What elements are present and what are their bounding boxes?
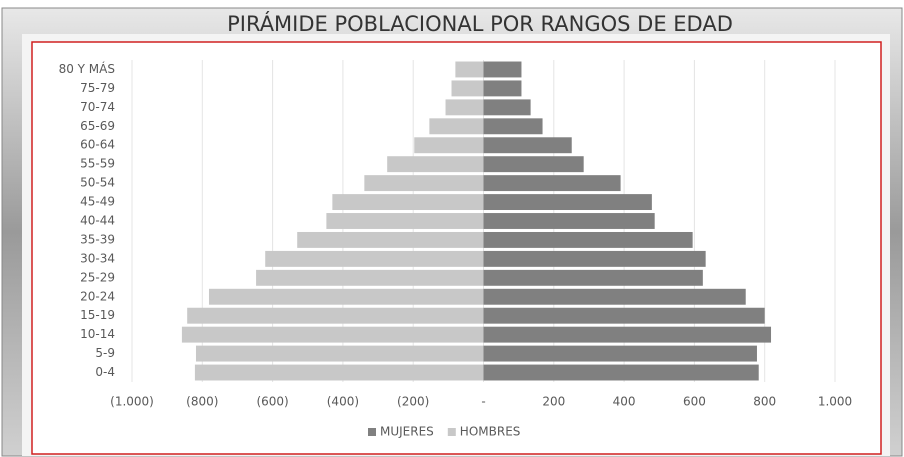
y-tick-label: 10-14 — [80, 327, 115, 341]
y-tick-label: 70-74 — [80, 100, 115, 114]
y-tick-label: 35-39 — [80, 232, 115, 246]
x-tick-label: 1.000 — [818, 395, 852, 409]
legend-label: HOMBRES — [460, 425, 521, 439]
y-tick-label: 75-79 — [80, 81, 115, 95]
bar — [483, 345, 757, 362]
y-tick-label: 80 Y MÁS — [59, 61, 115, 76]
y-tick-label: 40-44 — [80, 214, 115, 228]
x-tick-label: (600) — [256, 395, 288, 409]
bar — [483, 156, 584, 173]
bar — [429, 118, 484, 135]
bar — [297, 231, 484, 248]
x-tick-label: 200 — [542, 395, 565, 409]
y-tick-label: 50-54 — [80, 176, 115, 190]
bar — [332, 194, 484, 211]
bar — [194, 364, 484, 381]
bar — [455, 61, 484, 78]
y-tick-label: 65-69 — [80, 119, 115, 133]
y-tick-label: 25-29 — [80, 270, 115, 284]
y-tick-label: 20-24 — [80, 289, 115, 303]
bar — [483, 99, 531, 116]
legend-swatch — [368, 428, 376, 436]
bar — [483, 231, 693, 248]
bar — [483, 213, 655, 229]
chart-title: PIRÁMIDE POBLACIONAL POR RANGOS DE EDAD — [227, 11, 733, 36]
bar — [445, 99, 484, 116]
bar — [483, 194, 652, 211]
y-tick-label: 0-4 — [95, 365, 115, 379]
bar — [195, 345, 484, 362]
y-tick-label: 5-9 — [95, 346, 115, 360]
bar — [265, 250, 484, 267]
x-tick-label: - — [481, 395, 485, 409]
y-tick-label: 45-49 — [80, 195, 115, 209]
x-tick-label: 800 — [753, 395, 776, 409]
x-tick-label: (200) — [397, 395, 429, 409]
legend-swatch — [447, 428, 456, 436]
bar — [181, 326, 484, 343]
legend-label: MUJERES — [380, 425, 434, 439]
y-tick-label: 55-59 — [80, 157, 115, 171]
bar — [208, 288, 484, 305]
bar — [326, 213, 484, 229]
bar — [364, 175, 484, 192]
bar — [483, 137, 572, 154]
bar — [387, 156, 484, 173]
bar — [483, 61, 522, 78]
bar — [483, 118, 543, 135]
bar — [483, 175, 621, 192]
bar — [483, 80, 522, 97]
y-tick-label: 15-19 — [80, 308, 115, 322]
x-tick-label: (1.000) — [110, 395, 154, 409]
x-tick-label: (400) — [327, 395, 359, 409]
bar — [187, 307, 484, 324]
x-tick-label: 400 — [613, 395, 636, 409]
bar — [483, 269, 703, 286]
bar — [483, 288, 746, 305]
y-tick-label: 30-34 — [80, 251, 115, 265]
bar — [483, 326, 772, 343]
x-tick-label: (800) — [186, 395, 218, 409]
bar — [256, 269, 484, 286]
bar — [451, 80, 484, 97]
bar — [483, 364, 759, 381]
y-tick-label: 60-64 — [80, 138, 115, 152]
x-tick-label: 600 — [683, 395, 706, 409]
bar — [483, 307, 765, 324]
bar — [414, 137, 484, 154]
bar — [483, 250, 706, 267]
